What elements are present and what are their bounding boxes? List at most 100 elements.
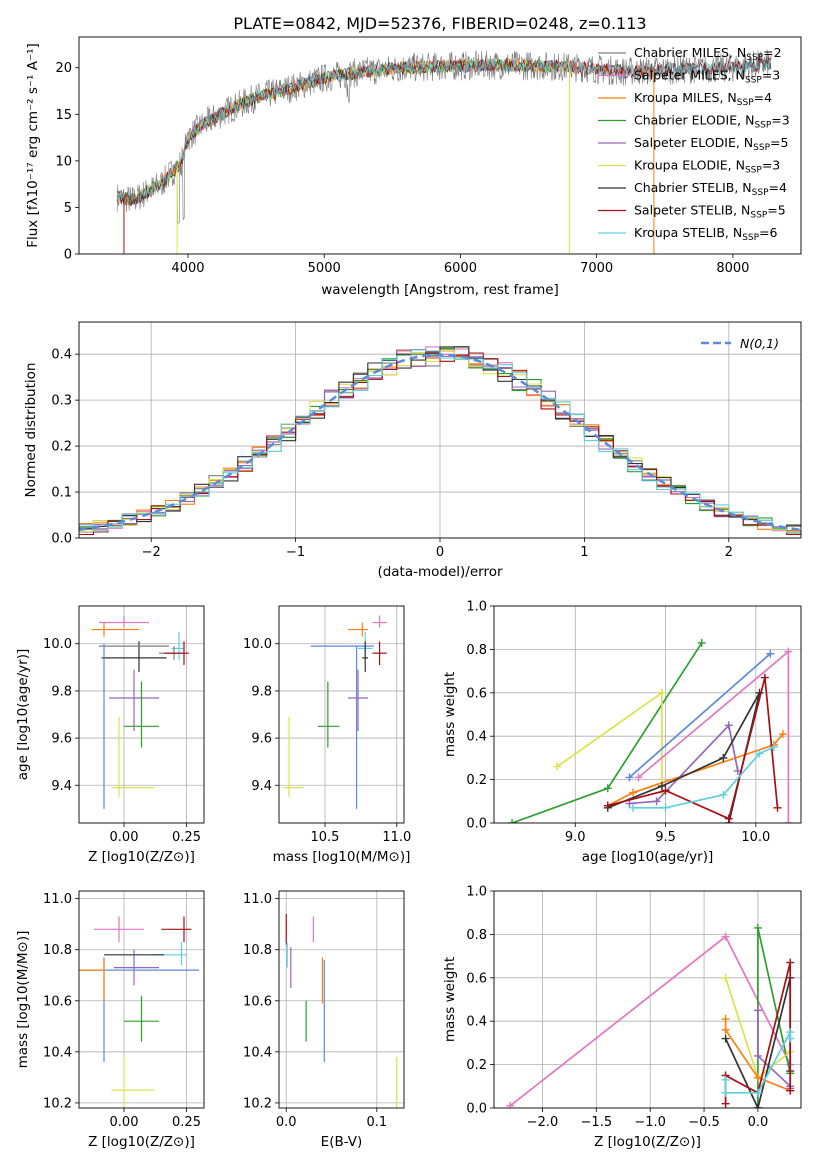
spectrum-model-line [116,57,570,205]
legend-rest: =4 [754,90,772,105]
age_vs_mass-xtick-label: 10.5 [311,830,340,845]
weight_vs_Z-xtick-label: −2.0 [527,1115,559,1130]
legend-label: Chabrier STELIB, NSSP=4 [634,180,787,198]
weight_vs_age-ytick-label: 0.6 [466,686,487,701]
weight-point-marker [721,1034,730,1043]
age_vs_mass-ytick-label: 9.8 [251,684,272,699]
mass_vs_Z-ytick-label: 10.6 [43,994,72,1009]
legend-rest: =3 [762,68,780,83]
weight_vs_Z-frame [493,890,802,1109]
spectrum-ylabel: Flux [fλ10⁻¹⁷ erg cm⁻² s⁻¹ A⁻¹] [25,43,41,248]
weight-point-marker [629,803,638,812]
weight-point-marker [603,801,612,810]
mass_vs_EBV-xtick-label: 0.0 [276,1115,297,1130]
spectrum-model-line [116,57,772,204]
weight-series-line [607,733,784,807]
weight-point-marker [721,973,730,982]
weight_vs_age-frame [493,605,802,824]
weight-point-marker [784,647,793,656]
weight-series-line [556,691,663,793]
weight_vs_Z-xlabel: Z [log10(Z/Z⊙)] [594,1134,701,1150]
gaussian-curve [79,353,801,532]
weight_vs_age-plot-area [494,606,801,823]
spectrum-xtick-label: 6000 [444,261,477,276]
spectrum-model-line [116,59,570,206]
age_vs_Z-plot-area [79,606,204,823]
age_vs_mass-xlabel: mass [log10(M/M⊙)] [273,849,411,865]
spectrum-ytick-label: 0 [64,248,72,263]
age_vs_Z-ytick-label: 9.6 [51,732,72,747]
legend-rest: =5 [767,203,785,218]
mass_vs_Z-xtick-label: 0.00 [110,1115,139,1130]
weight_vs_age-ytick-label: 1.0 [466,600,487,615]
mass_vs_Z-plot-area [79,891,204,1108]
spectrum-xtick-label: 8000 [716,261,749,276]
weight-point-marker [634,773,643,782]
spectrum-plot-area [116,49,772,254]
weight-series-line [629,723,739,805]
age_vs_mass-plot-area [279,606,404,823]
age_vs_Z-xtick-label: 0.00 [110,830,139,845]
legend-label: Kroupa STELIB, NSSP=6 [634,225,778,243]
weight-point-marker [553,762,562,771]
legend-sub: SSP [745,166,762,176]
residuals-ytick-label: 0.3 [51,394,72,409]
weight-point-marker [721,1025,730,1034]
residuals-ytick-label: 0.2 [51,440,72,455]
residuals-ylabel: Normed distribution [23,363,39,498]
age_vs_mass-xtick-label: 11.0 [382,830,411,845]
legend-label: Kroupa MILES, NSSP=4 [634,90,772,108]
residuals-xtick-label: −2 [142,545,161,560]
weight-series-line [724,1019,791,1092]
legend-sub: SSP [750,211,767,221]
weight-point-marker [661,803,670,812]
weight-point-marker [506,1101,515,1108]
legend-label: Chabrier MILES, NSSP=2 [634,45,782,63]
weight-point-marker [719,753,728,762]
mass_vs_Z-ytick-label: 11.0 [43,892,72,907]
legend-label: Salpeter STELIB, NSSP=5 [634,203,786,221]
weight_vs_Z-ytick-label: 0.0 [466,1102,487,1117]
weight-point-marker [786,958,795,967]
age_vs_Z-ytick-label: 9.8 [51,684,72,699]
weight-point-marker [657,782,666,791]
weight-point-marker [778,730,787,739]
legend-sub: SSP [752,188,769,198]
legend-sub: SSP [742,233,759,243]
weight_vs_Z-ytick-label: 0.8 [466,928,487,943]
age_vs_mass-ytick-label: 9.4 [251,779,272,794]
spectrum-model-line [116,57,570,206]
age_vs_mass-ytick-label: 10.0 [243,637,272,652]
spectrum-ytick-label: 5 [64,201,72,216]
mass_vs_Z-ytick-label: 10.2 [43,1096,72,1111]
weight-point-marker [753,1006,762,1015]
spectrum-model-line [116,56,772,207]
mass_vs_Z-frame [78,890,205,1109]
weight_vs_Z-ytick-label: 1.0 [466,885,487,900]
legend-rest: =3 [762,158,780,173]
figure-title: PLATE=0842, MJD=52376, FIBERID=0248, z=0… [233,14,646,33]
weight_vs_age-ytick-label: 0.8 [466,643,487,658]
mass_vs_Z-ylabel: mass [log10(M/M⊙)] [15,931,31,1069]
weight-point-marker [508,819,517,823]
residuals-xtick-label: 0 [436,545,444,560]
mass_vs_Z-ytick-label: 10.8 [43,943,72,958]
mass_vs_Z-xtick-label: 0.25 [172,1115,201,1130]
weight_vs_age-xtick-label: 10.0 [741,830,770,845]
legend-label: Kroupa ELODIE, NSSP=3 [634,158,780,176]
weight-point-marker [766,649,775,658]
age_vs_Z-ytick-label: 10.0 [43,637,72,652]
spectrum-xlabel: wavelength [Angstrom, rest frame] [321,282,559,298]
weight_vs_Z-ylabel: mass weight [442,957,458,1042]
age_vs_Z-ylabel: age [log10(age/yr)] [15,649,31,781]
weight-point-marker [753,1051,762,1060]
mass_vs_EBV-ytick-label: 10.4 [243,1045,272,1060]
age_vs_mass-ytick-label: 9.6 [251,732,272,747]
spectrum-xtick-label: 7000 [580,261,613,276]
weight-point-marker [786,1034,795,1043]
spectrum-xtick-label: 5000 [308,261,341,276]
age_vs_Z-ytick-label: 9.4 [51,779,72,794]
weight-point-marker [724,721,733,730]
